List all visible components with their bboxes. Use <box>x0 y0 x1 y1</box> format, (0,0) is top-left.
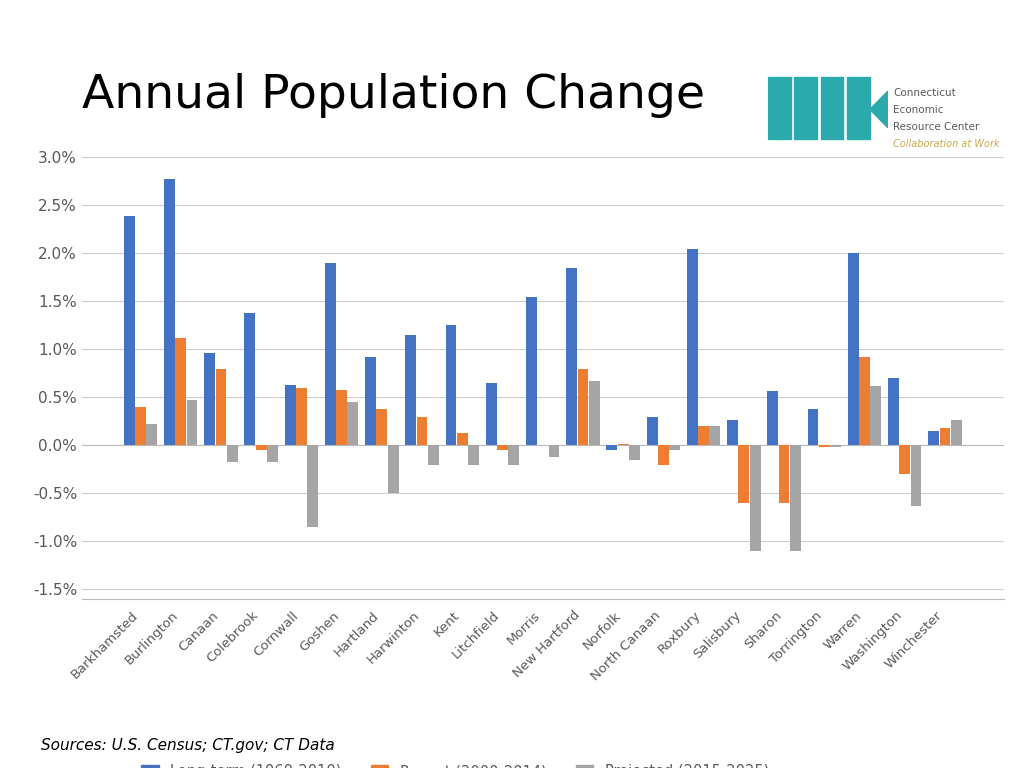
Bar <box>215 369 226 445</box>
Bar <box>767 391 778 445</box>
Bar <box>928 431 939 445</box>
Bar <box>526 296 537 445</box>
Bar <box>366 357 376 445</box>
Bar <box>485 383 497 445</box>
Bar <box>445 326 457 445</box>
Text: Sources: U.S. Census; CT.gov; CT Data: Sources: U.S. Census; CT.gov; CT Data <box>41 737 335 753</box>
Bar <box>859 357 870 445</box>
Bar <box>687 249 697 445</box>
Bar <box>347 402 358 445</box>
Bar <box>336 390 347 445</box>
Bar <box>727 419 738 445</box>
Bar <box>457 433 468 445</box>
Bar <box>629 445 640 460</box>
Bar <box>617 444 629 445</box>
Bar <box>417 417 427 445</box>
Bar <box>808 409 818 445</box>
Bar <box>939 429 950 445</box>
Bar <box>606 445 617 450</box>
Bar <box>285 385 296 445</box>
Bar <box>124 216 135 445</box>
Bar <box>830 445 841 448</box>
Bar <box>738 445 750 503</box>
Bar <box>768 77 791 139</box>
Bar <box>589 381 600 445</box>
Bar <box>508 445 519 465</box>
Bar <box>428 445 438 465</box>
Bar <box>256 445 266 450</box>
Polygon shape <box>869 91 888 127</box>
Bar <box>296 388 307 445</box>
Bar <box>848 253 859 445</box>
Bar <box>406 335 416 445</box>
Bar <box>578 369 589 445</box>
Bar <box>888 379 899 445</box>
Bar <box>847 77 869 139</box>
Bar <box>910 445 922 506</box>
Bar <box>658 445 669 465</box>
Bar <box>698 426 709 445</box>
Bar <box>566 268 578 445</box>
Bar <box>186 400 198 445</box>
Text: Collaboration at Work: Collaboration at Work <box>893 139 999 149</box>
Bar <box>204 353 215 445</box>
Bar <box>245 313 255 445</box>
Bar <box>790 445 801 551</box>
Bar <box>468 445 479 465</box>
Bar <box>267 445 278 462</box>
Bar <box>778 445 790 503</box>
Bar <box>870 386 882 445</box>
Bar <box>146 425 158 445</box>
Bar <box>795 77 817 139</box>
Bar <box>497 445 508 450</box>
Bar <box>226 445 238 462</box>
Bar <box>820 77 844 139</box>
Bar <box>750 445 761 551</box>
Text: Resource Center: Resource Center <box>893 122 979 132</box>
Bar <box>950 421 962 445</box>
Bar <box>670 445 680 450</box>
Bar <box>135 407 146 445</box>
Bar <box>175 338 186 445</box>
Bar <box>819 445 829 448</box>
Text: Connecticut: Connecticut <box>893 88 955 98</box>
Bar <box>325 263 336 445</box>
Text: Economic: Economic <box>893 105 943 115</box>
Bar <box>377 409 387 445</box>
Bar <box>307 445 318 527</box>
Bar <box>647 417 657 445</box>
Text: Annual Population Change: Annual Population Change <box>82 74 705 118</box>
Bar <box>388 445 398 494</box>
Bar <box>549 445 559 457</box>
Legend: Long-term (1960-2010), Recent (2000-2014), Projected (2015-2025): Long-term (1960-2010), Recent (2000-2014… <box>135 759 775 768</box>
Bar <box>899 445 910 475</box>
Bar <box>710 426 720 445</box>
Bar <box>164 179 175 445</box>
